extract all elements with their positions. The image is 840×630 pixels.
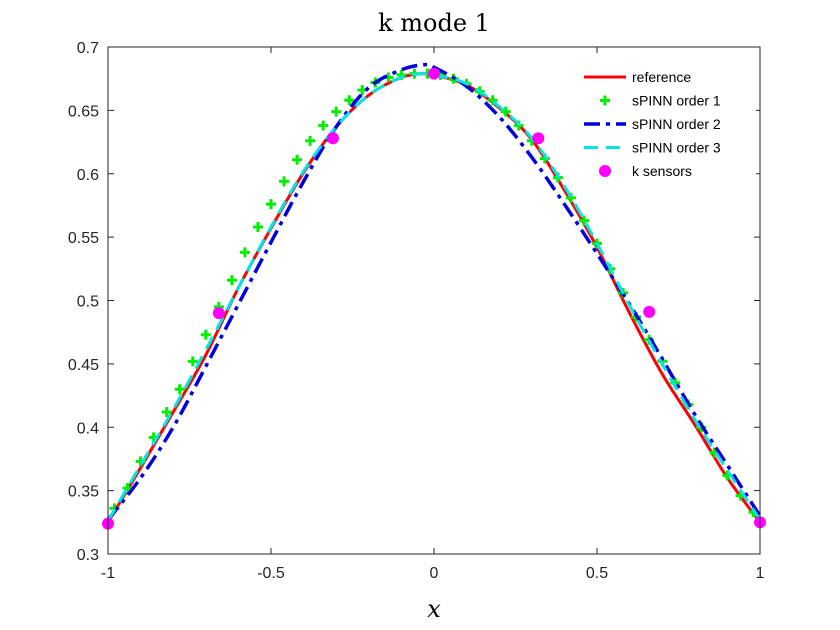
data-point-spinn-order-1 xyxy=(187,356,198,367)
y-tick-label: 0.4 xyxy=(77,420,99,437)
y-tick-label: 0.65 xyxy=(68,103,99,120)
x-tick-label: 1 xyxy=(756,565,765,582)
legend-label-spinn-order-1: sPINN order 1 xyxy=(632,93,721,109)
legend-swatch-spinn-order-1 xyxy=(600,95,610,106)
data-point-spinn-order-1 xyxy=(200,329,211,340)
y-tick-label: 0.35 xyxy=(68,484,99,501)
plot-area xyxy=(102,62,766,530)
data-point-spinn-order-1 xyxy=(487,95,498,106)
y-tick-label: 0.5 xyxy=(77,294,99,311)
data-point-spinn-order-1 xyxy=(344,95,355,106)
data-point-spinn-order-1 xyxy=(331,106,342,117)
legend-label-k-sensors: k sensors xyxy=(632,163,692,179)
x-tick-label: -0.5 xyxy=(257,565,285,582)
data-point-spinn-order-1 xyxy=(292,154,303,165)
sensor-point xyxy=(326,132,339,145)
x-tick-label: 0 xyxy=(430,565,439,582)
data-point-spinn-order-1 xyxy=(122,483,133,494)
y-tick-label: 0.7 xyxy=(77,40,99,57)
data-point-spinn-order-1 xyxy=(161,407,172,418)
data-point-spinn-order-1 xyxy=(500,106,511,117)
legend-swatch-k-sensors xyxy=(599,165,611,177)
legend-label-reference: reference xyxy=(632,69,691,85)
x-tick-label: 0.5 xyxy=(586,565,608,582)
data-point-spinn-order-1 xyxy=(239,247,250,258)
data-point-spinn-order-1 xyxy=(305,135,316,146)
data-point-spinn-order-1 xyxy=(279,176,290,187)
series-line-spinn-order-2 xyxy=(106,62,762,521)
chart-title: k mode 1 xyxy=(378,9,490,37)
x-tick-label: -1 xyxy=(101,565,115,582)
sensor-point xyxy=(212,307,225,320)
data-point-spinn-order-1 xyxy=(578,215,589,226)
y-tick-label: 0.6 xyxy=(77,167,99,184)
data-point-spinn-order-1 xyxy=(318,120,329,131)
data-point-spinn-order-1 xyxy=(252,221,263,232)
sensor-point xyxy=(643,305,656,318)
sensor-point xyxy=(532,132,545,145)
data-point-spinn-order-1 xyxy=(174,384,185,395)
sensor-point xyxy=(428,67,440,80)
data-point-spinn-order-1 xyxy=(226,275,237,286)
legend-label-spinn-order-3: sPINN order 3 xyxy=(632,140,721,156)
y-tick-label: 0.55 xyxy=(68,230,99,247)
y-tick-label: 0.3 xyxy=(77,547,99,564)
axis-ticks: -1 -0.5 0 0.5 1 0.3 0.35 0.4 0.45 0.5 0.55 0.6 0.65 0… xyxy=(68,40,765,582)
y-tick-label: 0.45 xyxy=(68,357,99,374)
legend: reference sPINN order 1 sPINN order 2 sPINN… xyxy=(568,62,756,184)
series-k-sensors xyxy=(102,67,766,530)
x-axis-label: x xyxy=(427,595,441,623)
data-point-spinn-order-1 xyxy=(266,199,276,210)
legend-label-spinn-order-2: sPINN order 2 xyxy=(632,116,721,132)
